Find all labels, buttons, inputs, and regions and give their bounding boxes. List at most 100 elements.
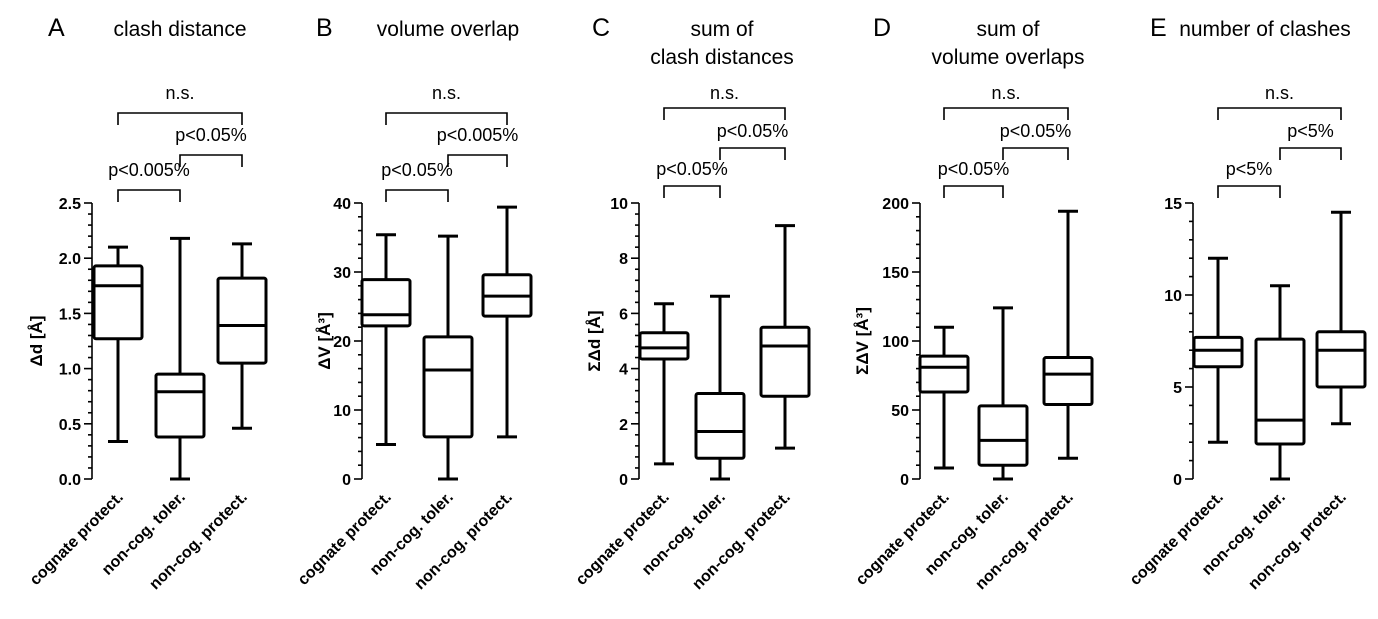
significance-label: p<0.05% — [381, 160, 453, 180]
significance-label: n.s. — [991, 83, 1020, 103]
box-2 — [694, 294, 746, 481]
panel-title: number of clashes — [1179, 18, 1351, 41]
significance-bracket — [1002, 147, 1069, 160]
significance-bracket — [1217, 185, 1281, 198]
significance-bracket — [943, 185, 1004, 198]
box-1 — [918, 325, 970, 470]
box-3 — [481, 205, 533, 439]
iqr-box — [1315, 330, 1367, 389]
y-tick-label: 0 — [342, 472, 351, 489]
significance-bracket — [663, 185, 721, 198]
significance-bracket — [179, 154, 243, 167]
box-2 — [977, 306, 1029, 481]
category-label: cognate protect. — [573, 489, 673, 589]
y-tick-label: 100 — [882, 334, 909, 351]
significance-label: p<5% — [1226, 159, 1273, 179]
iqr-box — [154, 372, 206, 439]
significance-bracket — [117, 112, 243, 125]
iqr-box — [216, 276, 268, 365]
y-tick-label: 0 — [619, 472, 628, 489]
y-tick-label: 200 — [882, 196, 909, 213]
box-1 — [92, 245, 144, 443]
y-tick-label: 0 — [1173, 472, 1182, 489]
significance-label: p<0.05% — [656, 159, 728, 179]
y-tick-label: 1.5 — [59, 306, 81, 323]
significance-label: p<0.005% — [437, 125, 519, 145]
box-1 — [1192, 256, 1244, 444]
y-tick-label: 2 — [619, 417, 628, 434]
panel-title: volume overlaps — [932, 46, 1085, 69]
panel-title: clash distance — [113, 18, 246, 41]
box-3 — [759, 224, 811, 450]
y-tick-label: 0.5 — [59, 417, 81, 434]
y-tick-label: 150 — [882, 265, 909, 282]
significance-bracket — [1279, 147, 1342, 160]
iqr-box — [1254, 337, 1306, 446]
y-tick-label: 2.0 — [59, 251, 81, 268]
category-label: non-cog. protect. — [411, 489, 515, 593]
y-tick-label: 10 — [1164, 288, 1182, 305]
y-tick-label: 15 — [1164, 196, 1182, 213]
y-tick-label: 10 — [333, 403, 351, 420]
y-tick-label: 4 — [619, 362, 628, 379]
significance-bracket — [385, 112, 508, 125]
significance-bracket — [719, 147, 786, 160]
significance-bracket — [447, 154, 508, 167]
y-tick-label: 2.5 — [59, 196, 81, 213]
significance-bracket — [385, 189, 449, 202]
y-tick-label: 10 — [610, 196, 628, 213]
box-2 — [422, 234, 474, 481]
significance-label: n.s. — [165, 83, 194, 103]
y-axis-label: Δd [Å] — [27, 316, 46, 367]
panel-title: sum of — [690, 18, 753, 41]
panel-title: sum of — [976, 18, 1039, 41]
significance-label: n.s. — [710, 83, 739, 103]
iqr-box — [360, 278, 412, 328]
box-3 — [1042, 209, 1094, 460]
significance-bracket — [117, 189, 181, 202]
iqr-box — [1042, 356, 1094, 406]
y-tick-label: 8 — [619, 251, 628, 268]
box-1 — [360, 233, 412, 446]
iqr-box — [638, 331, 690, 361]
y-tick-label: 0 — [900, 472, 909, 489]
iqr-box — [918, 354, 970, 394]
significance-bracket — [943, 107, 1069, 120]
significance-label: p<0.005% — [108, 160, 190, 180]
panel-letter: A — [48, 14, 65, 42]
y-axis-label: ΔV [Å³] — [315, 312, 334, 370]
box-3 — [216, 242, 268, 430]
y-tick-label: 30 — [333, 265, 351, 282]
panel-letter: C — [592, 14, 610, 42]
y-tick-label: 6 — [619, 306, 628, 323]
panel-letter: E — [1150, 14, 1167, 42]
panel-letter: D — [873, 14, 891, 42]
panel-title: volume overlap — [377, 18, 519, 41]
significance-label: p<0.05% — [717, 121, 789, 141]
y-tick-label: 50 — [891, 403, 909, 420]
y-axis-label: ΣΔd [Å] — [585, 310, 604, 371]
significance-label: p<0.05% — [938, 159, 1010, 179]
panel-letter: B — [316, 14, 333, 42]
y-tick-label: 5 — [1173, 380, 1182, 397]
significance-bracket — [663, 107, 786, 120]
iqr-box — [694, 391, 746, 460]
y-tick-label: 20 — [333, 334, 351, 351]
y-axis-label: ΣΔV [Å³] — [853, 307, 872, 375]
iqr-box — [92, 264, 144, 341]
iqr-box — [422, 335, 474, 439]
y-tick-label: 40 — [333, 196, 351, 213]
y-tick-label: 0.0 — [59, 472, 81, 489]
y-tick-label: 1.0 — [59, 362, 81, 379]
box-1 — [638, 302, 690, 466]
significance-label: p<0.05% — [1000, 121, 1072, 141]
significance-label: p<0.05% — [175, 125, 247, 145]
iqr-box — [759, 325, 811, 398]
significance-label: n.s. — [432, 83, 461, 103]
